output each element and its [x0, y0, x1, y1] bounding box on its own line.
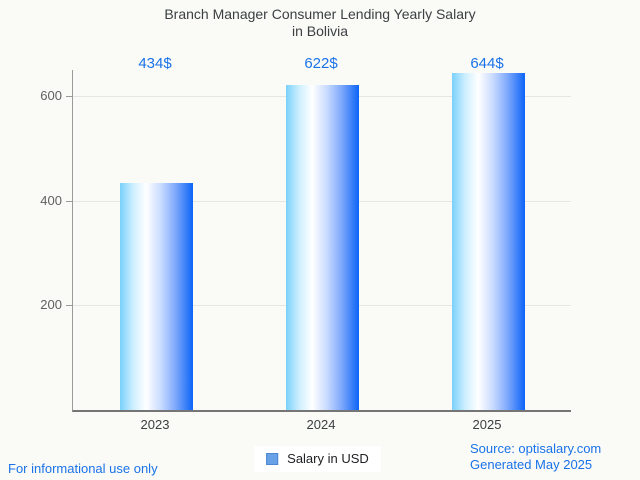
y-axis-tick-label: 400 — [40, 192, 62, 208]
x-axis-label: 2025 — [472, 417, 502, 432]
bar-2025 — [451, 73, 525, 410]
y-axis-tick-label: 200 — [40, 297, 62, 313]
y-axis-tick-mark — [66, 96, 73, 98]
y-axis-tick-mark — [66, 305, 73, 307]
x-axis-label: 2024 — [306, 417, 336, 432]
chart-title-line1: Branch Manager Consumer Lending Yearly S… — [164, 6, 476, 22]
source-line: Source: optisalary.com — [470, 441, 602, 456]
legend-marker-icon — [266, 452, 279, 465]
bar-value-label: 622$ — [304, 55, 338, 72]
bar-2023 — [119, 183, 193, 410]
chart-title-line2: in Bolivia — [291, 23, 349, 39]
y-axis-tick-label: 600 — [40, 88, 62, 104]
chart-title: Branch Manager Consumer Lending Yearly S… — [0, 6, 640, 40]
legend-label: Salary in USD — [287, 451, 369, 466]
x-axis-label: 2023 — [140, 417, 170, 432]
bar-value-label: 434$ — [138, 55, 172, 72]
plot-area — [72, 70, 571, 412]
generated-line: Generated May 2025 — [470, 457, 593, 472]
bar-value-label: 644$ — [470, 55, 504, 72]
disclaimer-note: For informational use only — [8, 461, 158, 476]
bar-2024 — [285, 85, 359, 410]
y-axis-tick-mark — [66, 200, 73, 202]
legend: Salary in USD — [254, 446, 381, 472]
source-info: Source: optisalary.com Generated May 202… — [470, 441, 601, 473]
